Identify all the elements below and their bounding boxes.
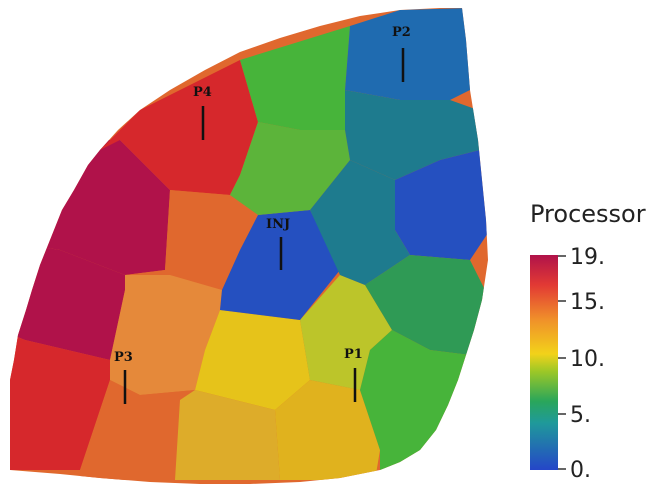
legend-tick-5: 5.: [570, 403, 591, 428]
legend-tick-0: 0.: [570, 458, 591, 483]
legend-title: Processor: [530, 200, 646, 228]
well-inj: INJ: [266, 217, 290, 270]
well-label-p2: P2: [392, 25, 411, 40]
partition-cell: [275, 380, 380, 480]
partition-cell: [240, 26, 350, 130]
partition-cell: [365, 255, 488, 355]
partition-cell: [110, 275, 222, 395]
legend-tick-10: 10.: [570, 347, 605, 372]
partition-cell: [175, 390, 280, 480]
partition-cell: [80, 380, 195, 480]
well-label-p1: P1: [344, 347, 363, 362]
partition-cell: [10, 330, 110, 470]
well-label-p3: P3: [114, 350, 133, 365]
well-label-inj: INJ: [266, 217, 290, 232]
partition-cell: [100, 60, 258, 195]
legend-tick-15: 15.: [570, 290, 605, 315]
partition-cell: [395, 150, 488, 260]
well-p4: P4: [193, 85, 212, 140]
partition-cell: [125, 190, 258, 290]
partition-cell: [300, 275, 392, 390]
partition-cell: [230, 122, 350, 215]
mesh-domain: [10, 8, 488, 484]
colorbar: [530, 255, 558, 470]
colorbar-legend: Processor 19. 15. 10. 5. 0.: [530, 200, 646, 483]
partition-cell: [195, 310, 310, 410]
well-p2: P2: [392, 25, 411, 82]
well-p3: P3: [114, 350, 133, 404]
well-label-p4: P4: [193, 85, 212, 100]
partition-cell: [345, 8, 470, 100]
well-p1: P1: [344, 347, 363, 402]
partition-cell: [310, 160, 410, 285]
partition-cell: [345, 90, 480, 180]
legend-tick-19: 19.: [570, 245, 605, 270]
